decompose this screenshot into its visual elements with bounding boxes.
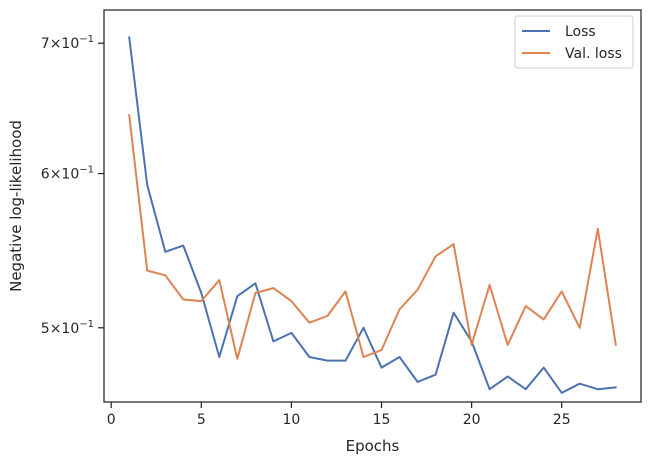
x-axis: 0 5 10 15 20 25 <box>107 402 571 428</box>
legend-label-loss: Loss <box>565 24 596 40</box>
y-tick-label: 5×10−1 <box>41 319 94 337</box>
plot-background <box>104 10 641 402</box>
y-tick-label: 7×10−1 <box>41 34 94 52</box>
series-line-loss <box>128 36 617 394</box>
y-axis-label: Negative log-likelihood <box>7 120 25 292</box>
legend-box <box>514 15 634 69</box>
legend-label-val-loss: Val. loss <box>565 46 622 62</box>
legend: Loss Val. loss <box>514 15 634 69</box>
x-axis-label: Epochs <box>346 437 400 455</box>
y-axis: 5×10−1 6×10−1 7×10−1 <box>41 34 104 337</box>
plot-frame <box>103 9 642 403</box>
series-lines <box>128 36 617 394</box>
x-tick-label: 15 <box>373 412 391 428</box>
series-line-val-loss <box>128 114 617 360</box>
x-tick-label: 25 <box>553 412 571 428</box>
x-tick-label: 10 <box>282 412 300 428</box>
y-tick-label: 6×10−1 <box>41 165 94 183</box>
x-tick-label: 20 <box>463 412 481 428</box>
x-tick-label: 5 <box>197 412 206 428</box>
x-tick-label: 0 <box>107 412 116 428</box>
